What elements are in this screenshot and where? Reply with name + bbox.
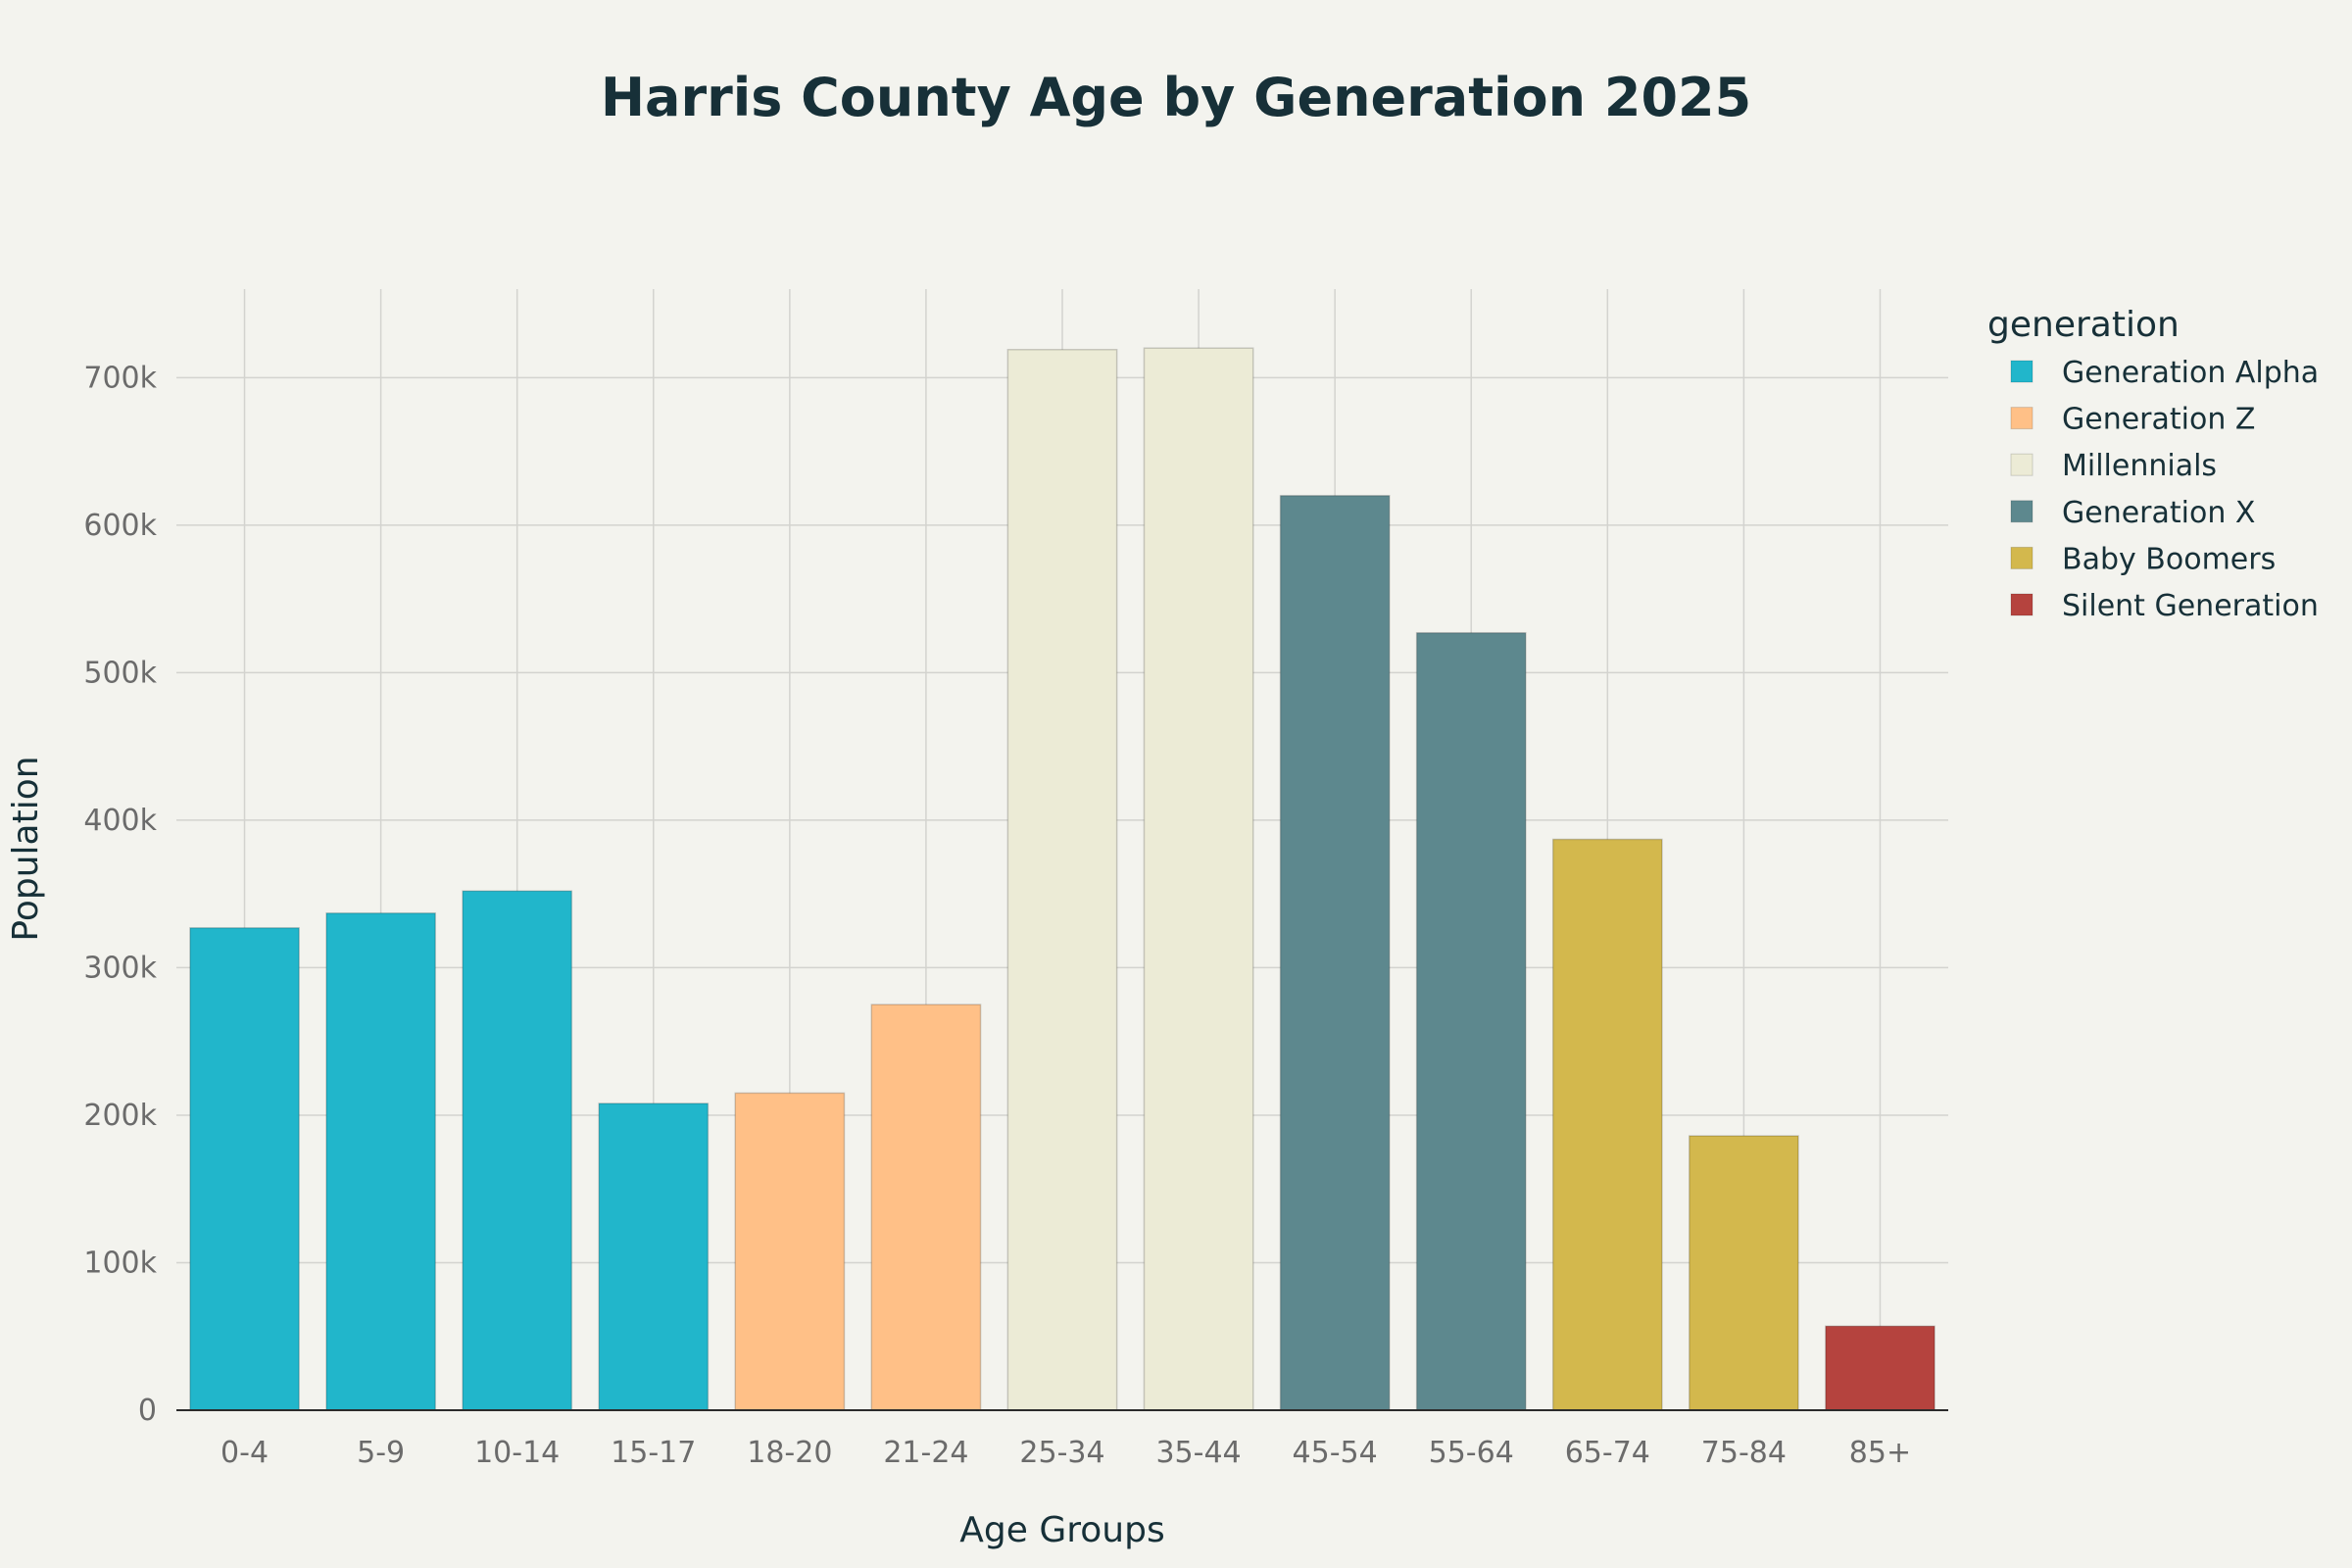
bar[interactable] — [1415, 631, 1527, 1411]
y-tick-label: 600k — [83, 509, 157, 543]
legend-label: Generation X — [2062, 496, 2255, 530]
legend-swatch — [2010, 360, 2034, 383]
legend: generation Generation Alpha Generation Z M… — [1987, 305, 2319, 623]
x-tick-label: 65-74 — [1565, 1436, 1650, 1470]
y-tick-label: 700k — [83, 361, 157, 395]
x-tick-label: 15-17 — [611, 1436, 696, 1470]
bar[interactable] — [1279, 494, 1391, 1411]
legend-label: Baby Boomers — [2062, 542, 2276, 576]
y-tick-labels: 0 100k 200k 300k 400k 500k 600k 700k — [83, 361, 157, 1428]
y-tick-label: 100k — [83, 1246, 157, 1280]
x-tick-label: 85+ — [1849, 1436, 1911, 1470]
legend-item[interactable]: Millennials — [2010, 449, 2217, 483]
bar[interactable] — [462, 890, 573, 1411]
bar[interactable] — [1551, 838, 1663, 1411]
bar[interactable] — [1143, 347, 1254, 1411]
bar[interactable] — [1825, 1325, 1936, 1411]
bar[interactable] — [870, 1004, 982, 1411]
legend-swatch — [2010, 593, 2034, 616]
x-tick-label: 25-34 — [1019, 1436, 1104, 1470]
x-tick-label: 0-4 — [220, 1436, 269, 1470]
chart-title: Harris County Age by Generation 2025 — [601, 67, 1751, 128]
legend-swatch — [2010, 407, 2034, 430]
bar[interactable] — [1689, 1135, 1799, 1411]
legend-item[interactable]: Generation Z — [2010, 403, 2255, 437]
bar[interactable] — [1006, 348, 1118, 1411]
legend-swatch — [2010, 453, 2034, 476]
y-tick-label: 500k — [83, 656, 157, 690]
legend-label: Millennials — [2062, 449, 2217, 483]
legend-label: Generation Alpha — [2062, 356, 2319, 390]
bars-group — [189, 347, 1936, 1411]
legend-item[interactable]: Generation X — [2010, 496, 2255, 530]
x-tick-label: 55-64 — [1429, 1436, 1514, 1470]
y-tick-label: 200k — [83, 1099, 157, 1133]
bar[interactable] — [734, 1092, 846, 1411]
bar[interactable] — [598, 1102, 710, 1411]
legend-title: generation — [1987, 305, 2180, 345]
x-tick-label: 75-84 — [1701, 1436, 1787, 1470]
y-tick-label: 300k — [83, 951, 157, 985]
x-axis-title: Age Groups — [959, 1510, 1164, 1550]
x-tick-label: 5-9 — [357, 1436, 405, 1470]
bar[interactable] — [189, 927, 300, 1411]
legend-item[interactable]: Silent Generation — [2010, 589, 2319, 623]
legend-swatch — [2010, 500, 2034, 523]
y-tick-label: 400k — [83, 804, 157, 838]
legend-item[interactable]: Baby Boomers — [2010, 542, 2276, 576]
x-tick-labels: 0-4 5-9 10-14 15-17 18-20 21-24 25-34 35-44 45-5… — [220, 1436, 1911, 1470]
x-tick-label: 10-14 — [474, 1436, 560, 1470]
legend-label: Generation Z — [2062, 403, 2255, 437]
x-tick-label: 21-24 — [883, 1436, 968, 1470]
legend-swatch — [2010, 546, 2034, 569]
bar[interactable] — [325, 911, 436, 1411]
legend-item[interactable]: Generation Alpha — [2010, 356, 2319, 390]
y-tick-label: 0 — [138, 1394, 157, 1428]
legend-label: Silent Generation — [2062, 589, 2319, 623]
y-axis-title: Population — [6, 756, 46, 941]
x-tick-label: 18-20 — [747, 1436, 832, 1470]
x-tick-label: 35-44 — [1155, 1436, 1241, 1470]
x-tick-label: 45-54 — [1293, 1436, 1378, 1470]
